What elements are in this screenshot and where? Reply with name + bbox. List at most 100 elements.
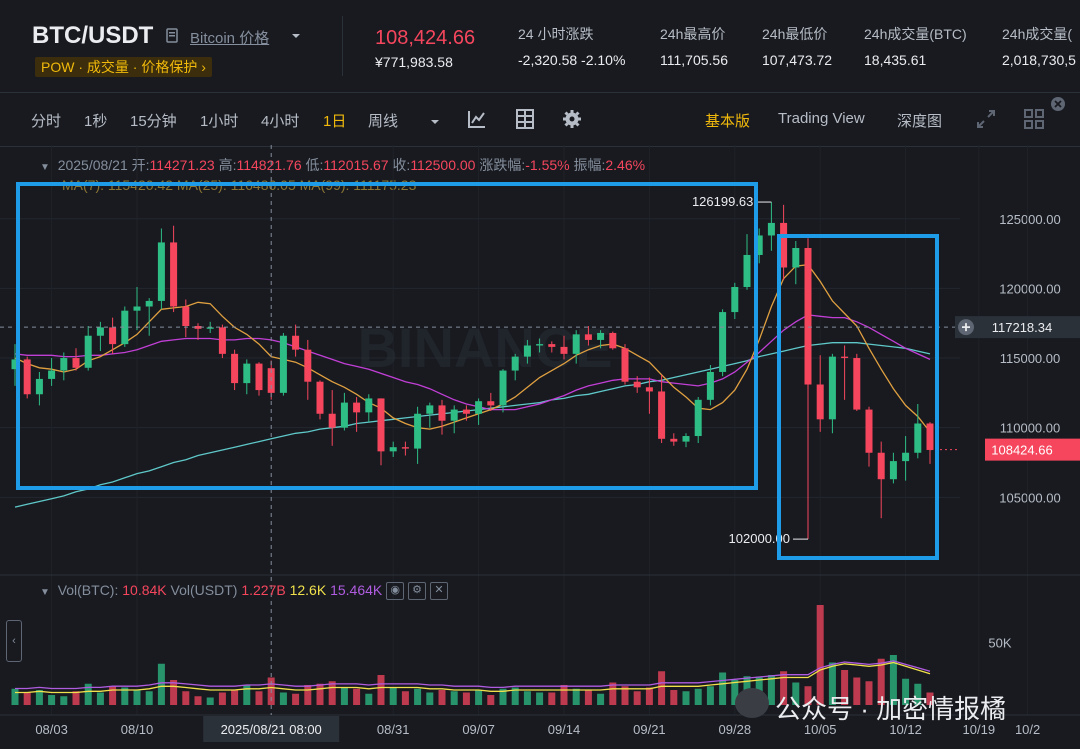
- volume-ma2-line: [15, 660, 931, 690]
- footer-watermark: 公众号 · 加密情报橘: [775, 694, 1007, 724]
- volume-bar: [767, 675, 775, 705]
- interval-4h[interactable]: 4小时: [261, 113, 300, 130]
- candle-body: [584, 334, 592, 340]
- volume-bar: [426, 692, 434, 705]
- x-axis-label: 08/31: [377, 722, 410, 737]
- gear-icon[interactable]: [562, 109, 582, 134]
- stat-value-vol-usdt: 2,018,730,5: [1002, 52, 1076, 68]
- eye-icon[interactable]: ◉: [386, 582, 405, 601]
- legend-change-label: 涨跌幅:: [479, 157, 526, 173]
- x-axis-label: 10/12: [889, 722, 922, 737]
- collapse-icon[interactable]: ▼: [40, 162, 50, 173]
- close-icon[interactable]: [1050, 96, 1066, 117]
- highlight-box-drop: [777, 234, 939, 560]
- volume-bar: [889, 655, 897, 705]
- interval-time[interactable]: 分时: [31, 113, 62, 130]
- volume-bar: [60, 696, 68, 705]
- volume-bar: [877, 658, 885, 705]
- candle-body: [609, 332, 617, 349]
- coin-info-link[interactable]: Bitcoin 价格: [190, 30, 270, 47]
- candle-body: [414, 413, 422, 449]
- candle-body: [11, 359, 19, 370]
- volume-bar: [377, 675, 385, 705]
- candle-body: [450, 409, 458, 421]
- volume-bar: [121, 687, 129, 705]
- grid-layout-icon[interactable]: [1024, 109, 1044, 134]
- candle-body: [377, 398, 385, 452]
- interval-1s[interactable]: 1秒: [84, 113, 108, 130]
- candle-body: [767, 222, 775, 236]
- volume-legend: ▼ Vol(BTC): 10.84K Vol(USDT) 1.227B 12.6…: [40, 582, 448, 601]
- toolbar-divider: [0, 146, 1080, 147]
- fullscreen-icon[interactable]: [976, 109, 996, 134]
- volume-bar: [706, 686, 714, 705]
- candle-body: [23, 359, 31, 395]
- interval-1d[interactable]: 1日: [323, 113, 347, 130]
- x-axis-label: 10/2: [1015, 722, 1040, 737]
- stat-label-vol-btc: 24h成交量(BTC): [864, 26, 967, 42]
- candle-body: [621, 348, 629, 382]
- candle-body: [182, 306, 190, 326]
- view-depth[interactable]: 深度图: [897, 113, 943, 130]
- interval-1h[interactable]: 1小时: [200, 113, 239, 130]
- volume-bar: [804, 686, 812, 705]
- volume-bar: [182, 691, 190, 705]
- price-cny: ¥771,983.58: [375, 54, 453, 70]
- wechat-icon: [735, 688, 769, 718]
- volume-bar: [157, 663, 165, 705]
- volume-bar: [560, 685, 568, 705]
- view-basic[interactable]: 基本版: [705, 113, 751, 130]
- volume-bar: [206, 697, 214, 705]
- volume-bar: [109, 686, 117, 705]
- volume-bar: [365, 693, 373, 705]
- document-icon[interactable]: [166, 28, 178, 43]
- legend-close-label: 收:: [392, 157, 411, 173]
- volume-bar: [340, 687, 348, 705]
- candle-body: [243, 363, 251, 384]
- interval-dropdown-icon[interactable]: [429, 114, 441, 132]
- volume-bar: [597, 693, 605, 705]
- candle-body: [865, 409, 873, 453]
- view-tradingview[interactable]: Trading View: [778, 110, 865, 127]
- candle-body: [292, 335, 300, 350]
- vol-ma1: 12.6K: [289, 582, 327, 598]
- settings-icon[interactable]: ⚙: [408, 582, 427, 601]
- candle-body: [548, 344, 556, 347]
- candle-body: [475, 401, 483, 414]
- volume-bar: [170, 680, 178, 705]
- volume-bar: [279, 692, 287, 705]
- volume-bar: [926, 692, 934, 705]
- legend-low-label: 低:: [305, 157, 324, 173]
- crosshair-date-bg: [203, 716, 340, 742]
- legend-date: 2025/08/21: [57, 157, 128, 173]
- chevron-left-icon[interactable]: ‹: [6, 620, 22, 662]
- interval-15m[interactable]: 15分钟: [130, 113, 177, 130]
- candlestick-chart[interactable]: 125000.00 120000.00 115000.00 110000.00 1050…: [0, 145, 1080, 749]
- legend-amp: 2.46%: [605, 157, 646, 173]
- volume-bar: [633, 691, 641, 705]
- layout-icon[interactable]: [516, 109, 534, 134]
- last-price: 108,424.66: [375, 27, 476, 49]
- volume-bar: [731, 680, 739, 705]
- remove-icon[interactable]: ✕: [429, 582, 448, 601]
- interval-1w[interactable]: 周线: [368, 113, 399, 130]
- x-axis-label: 09/07: [462, 722, 495, 737]
- chevron-down-icon[interactable]: [290, 28, 302, 46]
- legend-close: 112500.00: [410, 157, 476, 173]
- candle-body: [670, 438, 678, 442]
- header-divider: [342, 16, 343, 76]
- symbol-title[interactable]: BTC/USDT: [32, 22, 154, 49]
- candle-body: [170, 242, 178, 307]
- volume-bar: [816, 605, 824, 705]
- candle-body: [133, 306, 141, 311]
- candle-body: [816, 384, 824, 420]
- collapse-icon[interactable]: ▼: [40, 587, 50, 598]
- symbol-tags[interactable]: POW · 成交量 · 价格保护 ›: [35, 57, 212, 77]
- volume-bar: [475, 690, 483, 705]
- candle-body: [218, 327, 226, 354]
- indicator-icon[interactable]: [467, 109, 487, 134]
- volume-bar: [670, 690, 678, 705]
- volume-bar: [218, 692, 226, 705]
- volume-bar: [523, 691, 531, 705]
- legend-low: 112015.67: [323, 157, 389, 173]
